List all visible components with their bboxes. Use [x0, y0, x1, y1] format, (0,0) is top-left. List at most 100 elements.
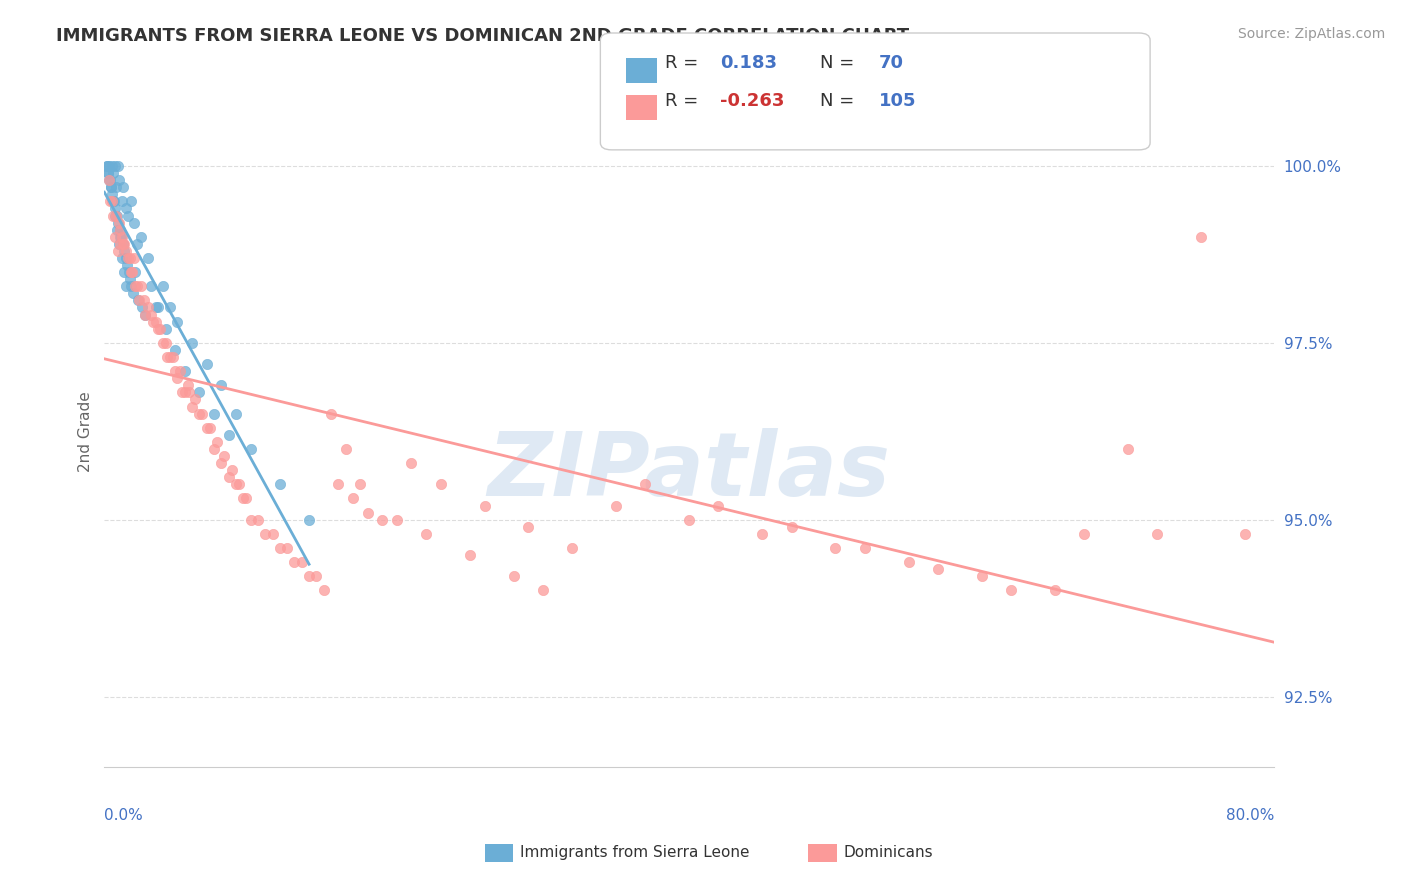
Point	[117, 265, 139, 279]
Text: R =: R =	[665, 92, 699, 110]
Point	[184, 392, 207, 407]
Point	[305, 569, 328, 583]
Point	[232, 491, 254, 506]
Point	[169, 364, 191, 378]
Point	[148, 322, 170, 336]
Point	[112, 236, 135, 251]
Text: N =: N =	[820, 92, 853, 110]
Point	[198, 421, 221, 435]
Point	[163, 364, 186, 378]
Text: R =: R =	[665, 54, 699, 72]
Point	[415, 526, 437, 541]
Point	[155, 322, 177, 336]
Point	[269, 477, 291, 491]
Text: N =: N =	[820, 54, 853, 72]
Point	[100, 180, 122, 194]
Point	[276, 541, 298, 555]
Point	[108, 222, 131, 236]
Point	[108, 216, 131, 230]
Text: 80.0%: 80.0%	[1226, 807, 1274, 822]
Point	[605, 499, 627, 513]
Point	[228, 477, 250, 491]
Point	[209, 456, 232, 470]
Point	[159, 350, 181, 364]
Point	[155, 335, 177, 350]
Point	[97, 166, 120, 180]
Point	[105, 209, 128, 223]
Point	[141, 308, 163, 322]
Point	[108, 236, 131, 251]
Point	[853, 541, 876, 555]
Point	[115, 258, 138, 272]
Point	[120, 194, 142, 209]
Y-axis label: 2nd Grade: 2nd Grade	[79, 391, 93, 472]
Point	[188, 385, 211, 400]
Point	[356, 506, 378, 520]
Point	[634, 477, 657, 491]
Point	[181, 335, 204, 350]
Point	[136, 301, 159, 315]
Point	[152, 335, 174, 350]
Point	[121, 265, 143, 279]
Point	[125, 279, 148, 293]
Point	[104, 202, 127, 216]
Point	[148, 301, 170, 315]
Point	[205, 434, 228, 449]
Point	[824, 541, 846, 555]
Point	[104, 209, 127, 223]
Point	[128, 293, 150, 308]
Point	[100, 159, 122, 173]
Point	[115, 244, 138, 258]
Point	[385, 513, 408, 527]
Point	[127, 293, 149, 308]
Point	[474, 499, 496, 513]
Point	[1116, 442, 1139, 456]
Text: Dominicans: Dominicans	[844, 846, 934, 860]
Point	[162, 350, 184, 364]
Point	[1043, 583, 1066, 598]
Point	[107, 159, 129, 173]
Point	[98, 173, 121, 187]
Text: 0.183: 0.183	[720, 54, 778, 72]
Point	[173, 385, 195, 400]
Point	[111, 251, 134, 265]
Point	[112, 180, 135, 194]
Point	[291, 555, 314, 569]
Point	[122, 286, 145, 301]
Point	[328, 477, 350, 491]
Point	[298, 569, 321, 583]
Point	[429, 477, 451, 491]
Point	[751, 526, 773, 541]
Point	[1073, 526, 1095, 541]
Point	[98, 194, 121, 209]
Point	[371, 513, 394, 527]
Point	[145, 315, 167, 329]
Point	[319, 407, 342, 421]
Point	[125, 236, 148, 251]
Point	[239, 442, 262, 456]
Point	[897, 555, 920, 569]
Point	[179, 385, 201, 400]
Point	[195, 421, 218, 435]
Point	[342, 491, 364, 506]
Point	[225, 477, 247, 491]
Point	[298, 513, 321, 527]
Point	[1189, 229, 1212, 244]
Point	[104, 229, 127, 244]
Point	[202, 442, 225, 456]
Point	[218, 470, 240, 484]
Point	[141, 279, 163, 293]
Point	[124, 279, 146, 293]
Point	[131, 301, 153, 315]
Point	[108, 222, 131, 236]
Point	[202, 407, 225, 421]
Point	[107, 244, 129, 258]
Point	[335, 442, 357, 456]
Point	[100, 194, 122, 209]
Point	[104, 159, 127, 173]
Point	[145, 301, 167, 315]
Point	[262, 526, 284, 541]
Point	[101, 194, 124, 209]
Point	[101, 166, 124, 180]
Text: 70: 70	[879, 54, 904, 72]
